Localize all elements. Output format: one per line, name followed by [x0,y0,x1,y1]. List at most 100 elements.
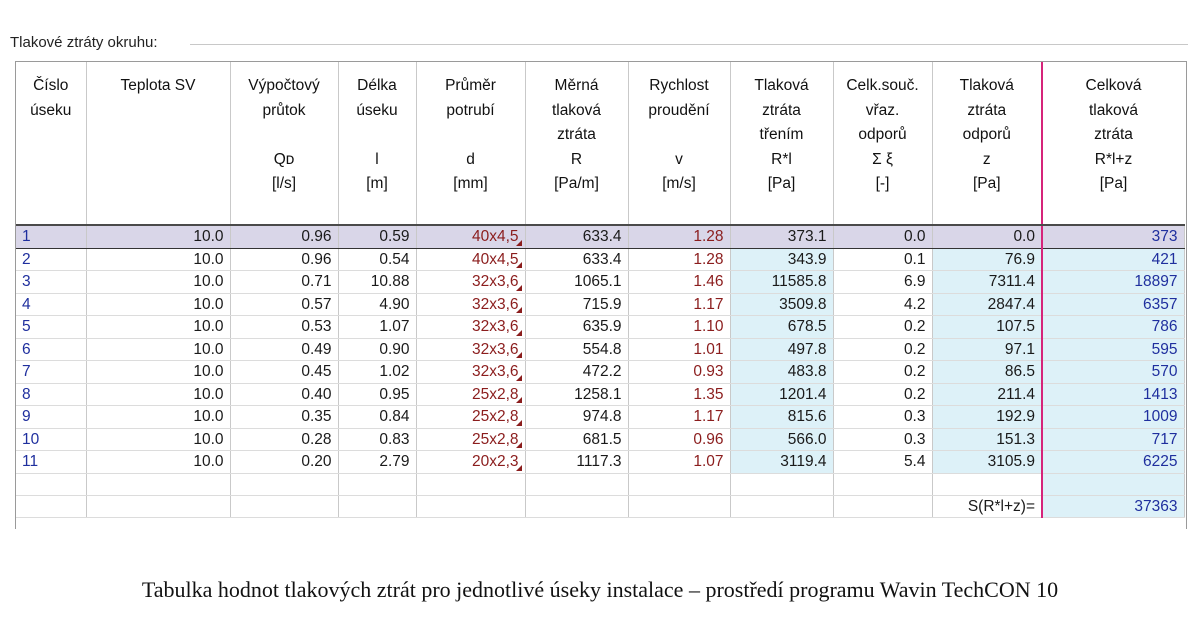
table-row[interactable]: 11 10.0 0.20 2.79 20x2,3 1117.3 1.07 3119.4 5.4 3… [16,450,1185,474]
col-specific-loss-cell[interactable]: 681.5 [525,428,629,451]
col-resistance-coef-cell[interactable]: 0.2 [833,338,933,361]
dropdown-corner-icon[interactable] [515,419,522,426]
col-temperature-cell[interactable]: 10.0 [86,383,231,406]
col-resistance-loss-cell[interactable]: 97.1 [932,338,1043,361]
col-section-number-header[interactable]: Číslo úseku [16,62,87,226]
table-row[interactable]: 7 10.0 0.45 1.02 32x3,6 472.2 0.93 483.8 0.2 86.5… [16,360,1185,384]
col-temperature-cell[interactable]: 10.0 [86,338,231,361]
col-section-number-cell[interactable]: 2 [16,248,87,271]
col-friction-loss-cell[interactable]: 3119.4 [730,450,834,474]
col-specific-loss-cell[interactable]: 554.8 [525,338,629,361]
col-length-cell[interactable]: 4.90 [338,293,417,316]
col-temperature-cell[interactable]: 10.0 [86,315,231,339]
col-velocity-cell[interactable]: 1.01 [628,338,731,361]
col-temperature-cell[interactable]: 10.0 [86,405,231,429]
col-diameter-cell[interactable]: 32x3,6 [416,270,526,294]
dropdown-corner-icon[interactable] [515,262,522,268]
col-total-loss-cell[interactable]: 421 [1042,248,1185,271]
col-specific-loss-header[interactable]: Měrná tlaková ztráta R [Pa/m] [525,62,629,226]
col-velocity-cell[interactable]: 1.46 [628,270,731,294]
table-row[interactable]: 8 10.0 0.40 0.95 25x2,8 1258.1 1.35 1201.4 0.2 21… [16,383,1185,406]
col-length-cell[interactable]: 10.88 [338,270,417,294]
col-flow-cell[interactable]: 0.28 [230,428,339,451]
col-length-cell[interactable]: 1.02 [338,360,417,384]
col-section-number-cell[interactable]: 6 [16,338,87,361]
col-friction-loss-cell[interactable]: 497.8 [730,338,834,361]
dropdown-corner-icon[interactable] [515,352,522,358]
col-friction-loss-cell[interactable]: 373.1 [730,225,834,249]
col-resistance-loss-cell[interactable]: 3105.9 [932,450,1043,474]
col-flow-cell[interactable]: 0.49 [230,338,339,361]
col-flow-cell[interactable]: 0.45 [230,360,339,384]
col-velocity-cell[interactable]: 1.28 [628,225,731,249]
col-flow-cell[interactable]: 0.40 [230,383,339,406]
col-temperature-cell[interactable]: 10.0 [86,360,231,384]
col-specific-loss-cell[interactable]: 635.9 [525,315,629,339]
col-friction-loss-cell[interactable]: 343.9 [730,248,834,271]
col-total-loss-cell[interactable]: 1009 [1042,405,1185,429]
col-resistance-coef-cell[interactable]: 0.0 [833,225,933,249]
col-specific-loss-cell[interactable]: 1117.3 [525,450,629,474]
col-diameter-cell[interactable]: 40x4,5 [416,225,526,249]
col-temperature-cell[interactable]: 10.0 [86,293,231,316]
table-row[interactable]: 6 10.0 0.49 0.90 32x3,6 554.8 1.01 497.8 0.2 97.1… [16,338,1185,361]
col-temperature-cell[interactable]: 10.0 [86,270,231,294]
col-resistance-loss-cell[interactable]: 86.5 [932,360,1043,384]
col-total-loss-cell[interactable]: 373 [1042,225,1185,249]
col-resistance-coef-cell[interactable]: 6.9 [833,270,933,294]
col-flow-cell[interactable]: 0.96 [230,248,339,271]
table-row[interactable]: 4 10.0 0.57 4.90 32x3,6 715.9 1.17 3509.8 4.2 284… [16,293,1185,316]
col-section-number-cell[interactable]: 7 [16,360,87,384]
col-resistance-loss-cell[interactable]: 0.0 [932,225,1043,249]
dropdown-corner-icon[interactable] [515,239,522,246]
col-diameter-cell[interactable]: 32x3,6 [416,338,526,361]
col-velocity-cell[interactable]: 0.96 [628,428,731,451]
col-flow-cell[interactable]: 0.35 [230,405,339,429]
col-flow-cell[interactable]: 0.57 [230,293,339,316]
col-length-cell[interactable]: 0.59 [338,225,417,249]
col-velocity-cell[interactable]: 1.10 [628,315,731,339]
col-total-loss-cell[interactable]: 1413 [1042,383,1185,406]
col-resistance-coef-header[interactable]: Celk.souč. vřaz. odporů Σ ξ [-] [833,62,933,226]
col-specific-loss-cell[interactable]: 715.9 [525,293,629,316]
col-flow-header[interactable]: Výpočtový průtok Qᴅ [l/s] [230,62,339,226]
col-total-loss-cell[interactable]: 786 [1042,315,1185,339]
col-total-loss-cell[interactable]: 570 [1042,360,1185,384]
col-section-number-cell[interactable]: 8 [16,383,87,406]
pressure-loss-grid[interactable]: Číslo úseku Teplota SV Výpočtový průtok Qᴅ [l/… [15,61,1187,529]
col-friction-loss-cell[interactable]: 1201.4 [730,383,834,406]
col-resistance-coef-cell[interactable]: 5.4 [833,450,933,474]
col-resistance-loss-cell[interactable]: 76.9 [932,248,1043,271]
dropdown-corner-icon[interactable] [515,442,522,448]
col-total-loss-cell[interactable]: 18897 [1042,270,1185,294]
col-friction-loss-cell[interactable]: 815.6 [730,405,834,429]
col-diameter-cell[interactable]: 32x3,6 [416,315,526,339]
col-friction-loss-cell[interactable]: 483.8 [730,360,834,384]
col-specific-loss-cell[interactable]: 974.8 [525,405,629,429]
col-section-number-cell[interactable]: 11 [16,450,87,474]
col-length-cell[interactable]: 0.83 [338,428,417,451]
col-total-loss-cell[interactable]: 6225 [1042,450,1185,474]
col-specific-loss-cell[interactable]: 633.4 [525,225,629,249]
col-resistance-coef-cell[interactable]: 4.2 [833,293,933,316]
col-friction-loss-header[interactable]: Tlaková ztráta třením R*l [Pa] [730,62,834,226]
col-resistance-loss-cell[interactable]: 192.9 [932,405,1043,429]
col-specific-loss-cell[interactable]: 1258.1 [525,383,629,406]
col-section-number-cell[interactable]: 4 [16,293,87,316]
table-row[interactable]: 2 10.0 0.96 0.54 40x4,5 633.4 1.28 343.9 0.1 76.9… [16,248,1185,271]
col-resistance-loss-cell[interactable]: 2847.4 [932,293,1043,316]
dropdown-corner-icon[interactable] [515,374,522,381]
dropdown-corner-icon[interactable] [515,329,522,336]
col-specific-loss-cell[interactable]: 472.2 [525,360,629,384]
col-length-cell[interactable]: 0.54 [338,248,417,271]
col-specific-loss-cell[interactable]: 1065.1 [525,270,629,294]
table-row[interactable]: 9 10.0 0.35 0.84 25x2,8 974.8 1.17 815.6 0.3 192.… [16,405,1185,429]
col-total-loss-cell[interactable]: 717 [1042,428,1185,451]
col-diameter-cell[interactable]: 25x2,8 [416,405,526,429]
col-velocity-cell[interactable]: 1.28 [628,248,731,271]
col-resistance-coef-cell[interactable]: 0.3 [833,428,933,451]
col-velocity-cell[interactable]: 1.17 [628,405,731,429]
col-diameter-cell[interactable]: 25x2,8 [416,383,526,406]
col-length-header[interactable]: Délka úseku l [m] [338,62,417,226]
col-temperature-cell[interactable]: 10.0 [86,248,231,271]
